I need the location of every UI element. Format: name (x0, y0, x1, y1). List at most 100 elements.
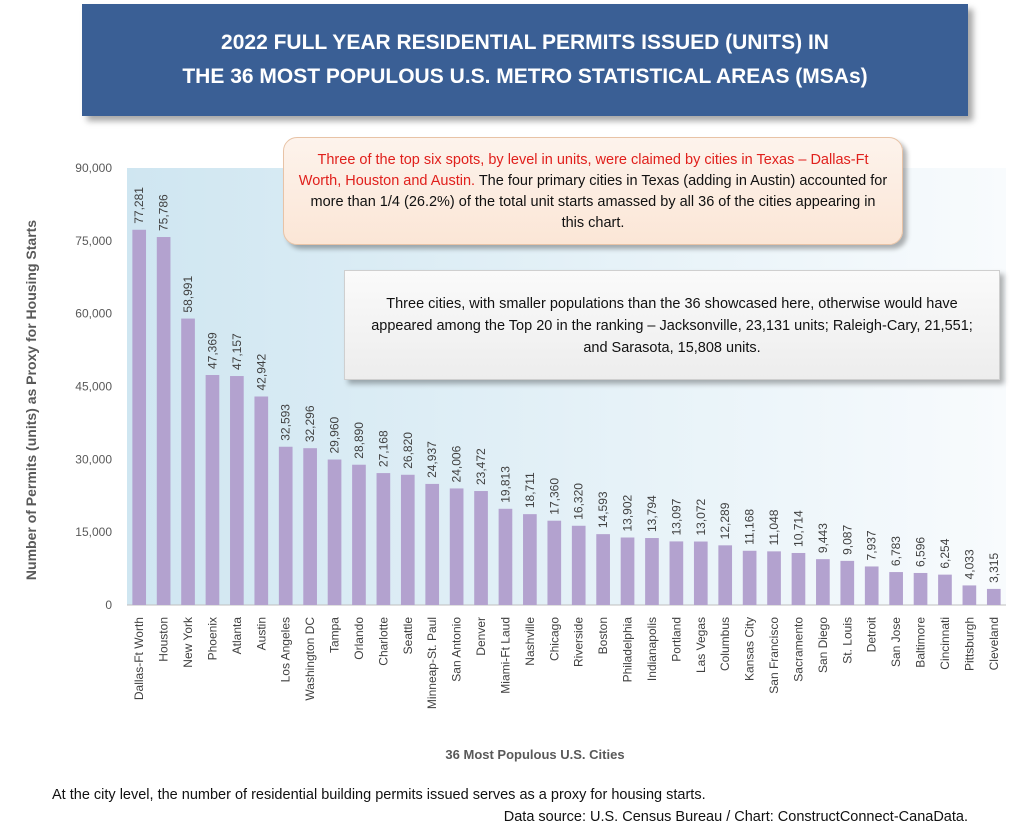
bar-value-label: 7,937 (865, 530, 879, 560)
bar-value-label: 13,794 (645, 495, 659, 532)
x-tick-label: Las Vegas (694, 617, 708, 673)
bar (962, 585, 977, 605)
bar (156, 237, 171, 606)
data-source: Data source: U.S. Census Bureau / Chart:… (503, 809, 968, 825)
bar (742, 550, 757, 605)
x-tick-label: Phoenix (205, 617, 219, 660)
bar (132, 229, 147, 605)
bar (767, 551, 781, 605)
x-tick-label: Los Angeles (279, 617, 293, 682)
footnote: At the city level, the number of residen… (52, 787, 706, 803)
bar (620, 537, 635, 605)
x-tick-label: Detroit (865, 616, 879, 652)
y-tick-label: 0 (105, 598, 112, 612)
bar (864, 566, 879, 605)
bar (645, 538, 659, 605)
bar-value-label: 13,097 (669, 498, 683, 535)
y-tick-label: 75,000 (75, 234, 112, 248)
bar-value-label: 11,048 (767, 509, 781, 545)
bar-value-label: 12,289 (718, 502, 732, 539)
x-tick-label: San Diego (816, 617, 830, 673)
y-tick-label: 90,000 (75, 161, 112, 175)
x-tick-label: Cincinnati (938, 617, 952, 670)
texas-callout-text: The four primary cities in Texas (adding… (310, 173, 888, 231)
bar (816, 559, 830, 605)
bar (254, 396, 269, 605)
x-tick-label: Tampa (328, 617, 342, 653)
y-axis-title: Number of Permits (units) as Proxy for H… (23, 220, 39, 580)
x-tick-label: Nashville (523, 617, 537, 666)
x-tick-label: St. Louis (840, 617, 854, 664)
x-tick-label: Seattle (401, 617, 415, 655)
x-tick-label: Charlotte (376, 617, 390, 666)
bar-value-label: 23,472 (474, 448, 488, 485)
bar (181, 318, 195, 605)
x-tick-label: Chicago (547, 617, 561, 661)
title-line-2: THE 36 MOST POPULOUS U.S. METRO STATISTI… (182, 65, 868, 88)
bar (425, 483, 440, 605)
title-banner: 2022 FULL YEAR RESIDENTIAL PERMITS ISSUE… (82, 4, 968, 116)
bar-value-label: 9,087 (840, 525, 854, 555)
bar-value-label: 6,783 (889, 536, 903, 566)
bar-value-label: 27,168 (376, 430, 390, 467)
bar-value-label: 75,786 (157, 194, 171, 231)
x-tick-label: Pittsburgh (962, 617, 976, 671)
bar (474, 491, 488, 605)
x-tick-label: Washington DC (303, 617, 317, 701)
x-tick-label: New York (181, 616, 195, 668)
bar (400, 474, 415, 605)
bar-value-label: 3,315 (987, 553, 1001, 583)
x-tick-label: Kansas City (743, 617, 757, 681)
bar (278, 446, 293, 605)
bar (718, 545, 733, 605)
x-tick-label: Austin (254, 617, 268, 650)
bar-value-label: 28,890 (352, 422, 366, 459)
bar (449, 488, 464, 605)
bar-value-label: 47,157 (230, 333, 244, 370)
title-line-1: 2022 FULL YEAR RESIDENTIAL PERMITS ISSUE… (221, 31, 829, 54)
bar (938, 574, 952, 605)
bar-value-label: 9,443 (816, 523, 830, 553)
x-axis-title: 36 Most Populous U.S. Cities (445, 747, 624, 762)
bar (791, 552, 806, 605)
bar (205, 374, 220, 605)
bar (571, 525, 586, 605)
texas-callout-highlight: Three of the top six spots, by level in … (298, 152, 869, 189)
x-tick-label: Indianapolis (645, 617, 659, 681)
x-tick-label: Minneap-St. Paul (425, 617, 439, 709)
bar (596, 534, 610, 605)
x-tick-label: Denver (474, 617, 488, 656)
bar (889, 572, 903, 605)
bar-value-label: 6,254 (938, 538, 952, 568)
bar (303, 448, 317, 605)
bar (986, 588, 1001, 605)
x-tick-label: Columbus (718, 617, 732, 671)
bar-value-label: 14,593 (596, 491, 610, 528)
y-tick-label: 45,000 (75, 380, 112, 394)
smaller-cities-callout: Three cities, with smaller populations t… (344, 270, 1000, 380)
x-tick-label: Dallas-Ft Worth (132, 617, 146, 700)
bar (498, 508, 513, 605)
bar-value-label: 16,320 (572, 483, 586, 520)
y-tick-label: 60,000 (75, 307, 112, 321)
bar-value-label: 58,991 (181, 276, 195, 313)
bar-value-label: 32,593 (279, 404, 293, 441)
bar (352, 464, 366, 605)
x-tick-label: Philadelphia (621, 617, 635, 683)
bar (547, 520, 562, 605)
x-tick-label: Riverside (572, 617, 586, 667)
bar-value-label: 6,596 (914, 537, 928, 567)
bar-value-label: 42,942 (254, 353, 268, 390)
x-tick-label: Portland (669, 617, 683, 662)
bar-value-label: 11,168 (743, 509, 757, 545)
bar-value-label: 24,006 (450, 445, 464, 482)
texas-callout: Three of the top six spots, by level in … (283, 137, 903, 245)
x-tick-label: San Francisco (767, 617, 781, 694)
bar (840, 560, 855, 605)
bar-value-label: 13,902 (621, 494, 635, 531)
bar (376, 473, 391, 605)
bar (230, 376, 244, 605)
bar-value-label: 47,369 (205, 332, 219, 369)
bar-value-label: 24,937 (425, 441, 439, 478)
